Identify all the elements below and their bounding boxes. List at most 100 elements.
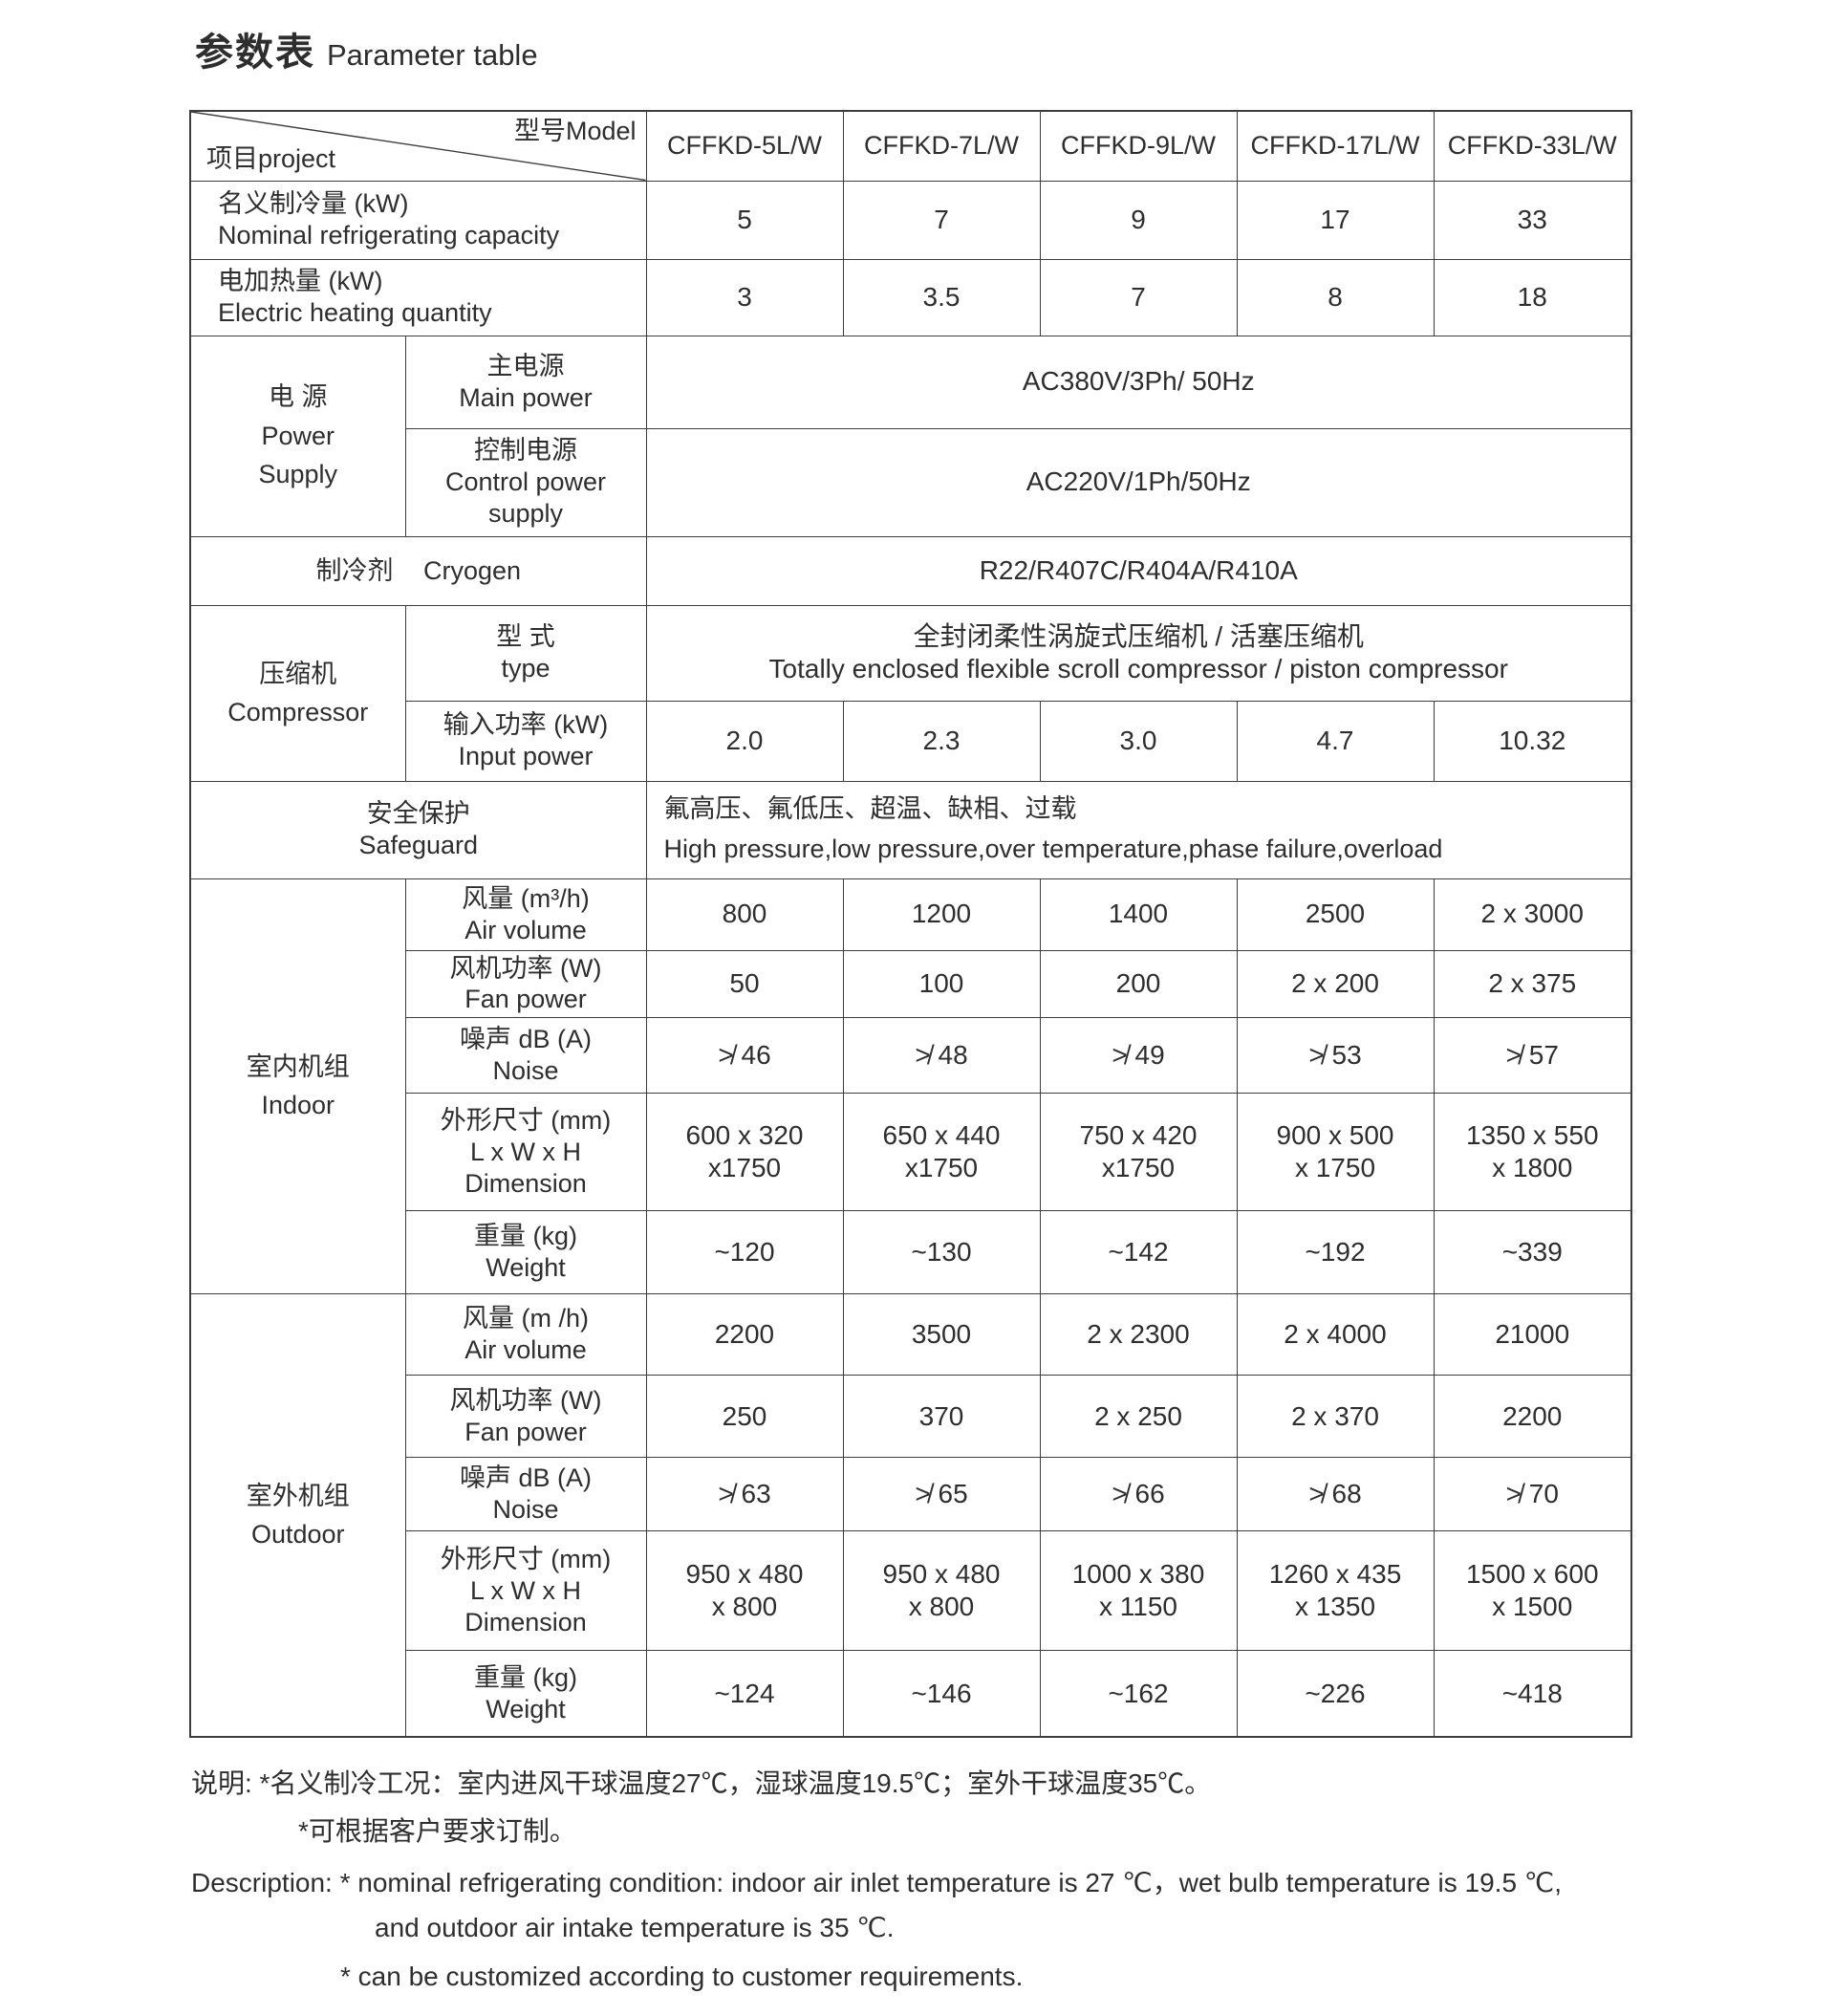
- note-zh-line2: *可根据客户要求订制。: [298, 1816, 576, 1846]
- value-cell: 2.3: [842, 700, 1041, 782]
- sub-label-outdoor-weight: 重量 (kg) Weight: [404, 1650, 647, 1738]
- page-title: 参数表 Parameter table: [195, 21, 538, 76]
- value-cell: 9: [1039, 180, 1238, 260]
- value-cell: ~142: [1039, 1210, 1238, 1295]
- value-cell: 7: [842, 180, 1041, 260]
- value-cell-cryogen: R22/R407C/R404A/R410A: [645, 535, 1632, 606]
- value-cell: ~124: [645, 1650, 844, 1738]
- value-cell: ~130: [842, 1210, 1041, 1295]
- value-cell: 1000 x 380 x 1150: [1039, 1530, 1238, 1652]
- model-header: CFFKD-33L/W: [1433, 110, 1632, 182]
- value-cell: 1200: [842, 878, 1041, 951]
- value-cell-control-power: AC220V/1Ph/50Hz: [645, 427, 1632, 537]
- table-row: 室内机组 Indoor 风量 (m³/h) Air volume 800 120…: [189, 878, 1632, 1295]
- value-cell: ~162: [1039, 1650, 1238, 1738]
- value-cell: 370: [842, 1375, 1041, 1459]
- value-cell: ≯ 70: [1433, 1457, 1632, 1532]
- note-en-line2: and outdoor air intake temperature is 35…: [375, 1913, 895, 1942]
- note-en-line3: * can be customized according to custome…: [340, 1962, 1024, 1991]
- table-row: 风机功率 (W) Fan power 250 370 2 x 250 2 x 3…: [190, 1375, 1632, 1459]
- note-en-line1: Description: * nominal refrigerating con…: [191, 1868, 1563, 1897]
- sub-label-control-power: 控制电源 Control power supply: [404, 427, 647, 537]
- table-row: 外形尺寸 (mm) L x W x H Dimension 950 x 480 x…: [190, 1530, 1632, 1652]
- value-cell: ≯ 68: [1236, 1457, 1435, 1532]
- value-cell: ~418: [1433, 1650, 1632, 1738]
- value-cell: 2200: [645, 1293, 844, 1377]
- value-cell: 950 x 480 x 800: [645, 1530, 844, 1652]
- value-cell-compressor-type: 全封闭柔性涡旋式压缩机 / 活塞压缩机 Totally enclosed fle…: [645, 604, 1632, 702]
- table-row: 风机功率 (W) Fan power 50 100 200 2 x 200 2 …: [190, 949, 1632, 1019]
- table-row: 重量 (kg) Weight ~124 ~146 ~162 ~226 ~418: [190, 1650, 1632, 1738]
- table-row: 噪声 dB (A) Noise ≯ 63 ≯ 65 ≯ 66 ≯ 68 ≯ 70: [190, 1457, 1632, 1532]
- value-cell: 1260 x 435 x 1350: [1236, 1530, 1435, 1652]
- value-cell: 2 x 3000: [1433, 878, 1632, 951]
- value-cell: 650 x 440 x1750: [842, 1093, 1041, 1212]
- sub-label-indoor-noise: 噪声 dB (A) Noise: [404, 1017, 647, 1095]
- value-cell: 800: [645, 878, 844, 951]
- value-cell: 8: [1236, 258, 1435, 336]
- value-cell: 50: [645, 949, 844, 1019]
- value-cell: ~192: [1236, 1210, 1435, 1295]
- sub-label-indoor-weight: 重量 (kg) Weight: [404, 1210, 647, 1295]
- corner-header-cell: 型号Model 项目project: [189, 110, 647, 182]
- model-header: CFFKD-9L/W: [1039, 110, 1238, 182]
- row-label-nominal-capacity: 名义制冷量 (kW) Nominal refrigerating capacit…: [189, 180, 647, 260]
- value-cell: 3.0: [1039, 700, 1238, 782]
- value-cell: 200: [1039, 949, 1238, 1019]
- table-row: 噪声 dB (A) Noise ≯ 46 ≯ 48 ≯ 49 ≯ 53 ≯ 57: [190, 1017, 1632, 1095]
- table-row: 外形尺寸 (mm) L x W x H Dimension 600 x 320 x…: [190, 1093, 1632, 1212]
- sub-label-main-power: 主电源 Main power: [404, 335, 647, 429]
- value-cell: ≯ 49: [1039, 1017, 1238, 1095]
- value-cell: 3: [645, 258, 844, 336]
- value-cell-main-power: AC380V/3Ph/ 50Hz: [645, 335, 1632, 429]
- value-cell: 100: [842, 949, 1041, 1019]
- value-cell: 3500: [842, 1293, 1041, 1377]
- table-row: 电 源 Power Supply 主电源 Main power AC380V/3…: [189, 335, 1632, 537]
- value-cell: 900 x 500 x 1750: [1236, 1093, 1435, 1212]
- table-row: 重量 (kg) Weight ~120 ~130 ~142 ~192 ~339: [190, 1210, 1632, 1295]
- value-cell: ~120: [645, 1210, 844, 1295]
- value-cell: 5: [645, 180, 844, 260]
- group-label-compressor: 压缩机 Compressor: [189, 604, 406, 782]
- value-cell: 2 x 370: [1236, 1375, 1435, 1459]
- value-cell: ≯ 66: [1039, 1457, 1238, 1532]
- parameter-table: 型号Model 项目project CFFKD-5L/W CFFKD-7L/W …: [189, 110, 1632, 1738]
- value-cell: 10.32: [1433, 700, 1632, 782]
- sub-label-outdoor-air-volume: 风量 (m /h) Air volume: [404, 1293, 647, 1377]
- value-cell: ≯ 57: [1433, 1017, 1632, 1095]
- group-label-power-supply: 电 源 Power Supply: [189, 335, 406, 537]
- model-header: CFFKD-5L/W: [645, 110, 844, 182]
- sub-label-type: 型 式 type: [404, 604, 647, 702]
- value-cell: 21000: [1433, 1293, 1632, 1377]
- page-title-en: Parameter table: [327, 38, 538, 72]
- note-zh-line1: 说明: *名义制冷工况：室内进风干球温度27℃，湿球温度19.5℃；室外干球温度…: [191, 1768, 1212, 1798]
- page-title-zh: 参数表: [195, 32, 315, 74]
- row-label-cryogen: 制冷剂 Cryogen: [189, 535, 647, 606]
- value-cell: ~146: [842, 1650, 1041, 1738]
- value-cell: 2 x 375: [1433, 949, 1632, 1019]
- value-cell: 950 x 480 x 800: [842, 1530, 1041, 1652]
- value-cell: ≯ 48: [842, 1017, 1041, 1095]
- value-cell: 2 x 4000: [1236, 1293, 1435, 1377]
- table-row: 安全保护 Safeguard 氟高压、氟低压、超温、缺相、过载 High pre…: [189, 780, 1632, 879]
- value-cell: 18: [1433, 258, 1632, 336]
- corner-project-label: 项目project: [206, 143, 336, 173]
- corner-model-label: 型号Model: [513, 117, 637, 145]
- value-cell: 7: [1039, 258, 1238, 336]
- model-header: CFFKD-17L/W: [1236, 110, 1435, 182]
- value-cell: 33: [1433, 180, 1632, 260]
- row-label-electric-heating: 电加热量 (kW) Electric heating quantity: [189, 258, 647, 336]
- value-cell: 2 x 200: [1236, 949, 1435, 1019]
- value-cell: 750 x 420 x1750: [1039, 1093, 1238, 1212]
- value-cell: ~226: [1236, 1650, 1435, 1738]
- group-label-indoor: 室内机组 Indoor: [189, 878, 406, 1295]
- table-row: 电加热量 (kW) Electric heating quantity 3 3.…: [189, 258, 1632, 336]
- value-cell: 250: [645, 1375, 844, 1459]
- value-cell: ≯ 65: [842, 1457, 1041, 1532]
- value-cell: 2 x 2300: [1039, 1293, 1238, 1377]
- value-cell: 1350 x 550 x 1800: [1433, 1093, 1632, 1212]
- sub-label-outdoor-noise: 噪声 dB (A) Noise: [404, 1457, 647, 1532]
- value-cell: 2500: [1236, 878, 1435, 951]
- group-label-outdoor: 室外机组 Outdoor: [189, 1293, 406, 1738]
